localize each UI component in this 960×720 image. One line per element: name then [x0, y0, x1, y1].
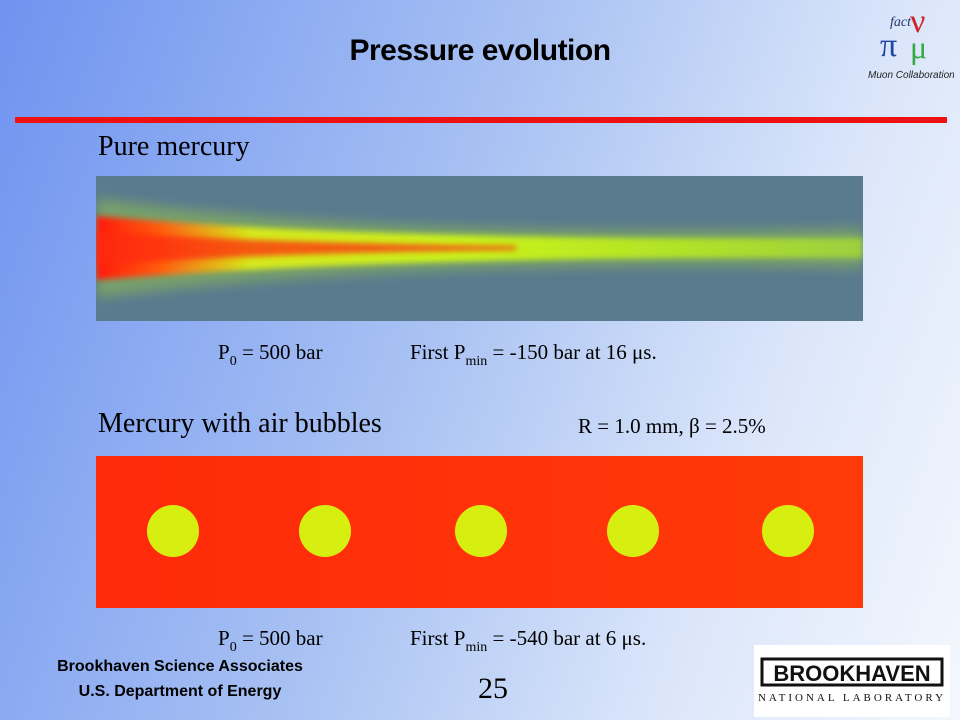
svg-text:π: π	[880, 27, 897, 64]
air-bubble	[299, 505, 351, 557]
pure-pmin-caption: First Pmin = -150 bar at 16 μs.	[410, 340, 657, 369]
air-bubble	[455, 505, 507, 557]
footer-organization: Brookhaven Science Associates	[57, 658, 303, 675]
title-divider	[15, 117, 947, 123]
svg-text:μ: μ	[910, 29, 927, 65]
brookhaven-logo: BROOKHAVEN NATIONAL LABORATORY	[754, 645, 950, 717]
page-number: 25	[478, 672, 508, 705]
svg-text:fact: fact	[890, 15, 912, 30]
bnl-logo-subtitle: NATIONAL LABORATORY	[758, 692, 946, 704]
pure-p0-caption: P0 = 500 bar	[218, 340, 323, 369]
footer-department: U.S. Department of Energy	[78, 683, 282, 700]
slide-title: Pressure evolution	[349, 34, 611, 67]
svg-text:ν: ν	[910, 4, 925, 40]
muon-collaboration-logo: fact ν π μ Muon Collaboration	[868, 4, 954, 81]
air-bubbles-simulation	[96, 456, 863, 608]
air-bubbles-label: Mercury with air bubbles	[98, 408, 382, 439]
logo-text: Muon Collaboration	[868, 70, 954, 81]
air-bubble	[147, 505, 199, 557]
bubble-parameters: R = 1.0 mm, β = 2.5%	[578, 414, 766, 438]
air-bubble	[607, 505, 659, 557]
pure-mercury-label: Pure mercury	[98, 131, 250, 162]
bubbles-p0-caption: P0 = 500 bar	[218, 626, 323, 655]
bnl-logo-name: BROOKHAVEN	[773, 661, 930, 686]
bubbles-pmin-caption: First Pmin = -540 bar at 6 μs.	[410, 626, 647, 655]
pure-mercury-simulation	[96, 176, 863, 321]
air-bubble	[762, 505, 814, 557]
